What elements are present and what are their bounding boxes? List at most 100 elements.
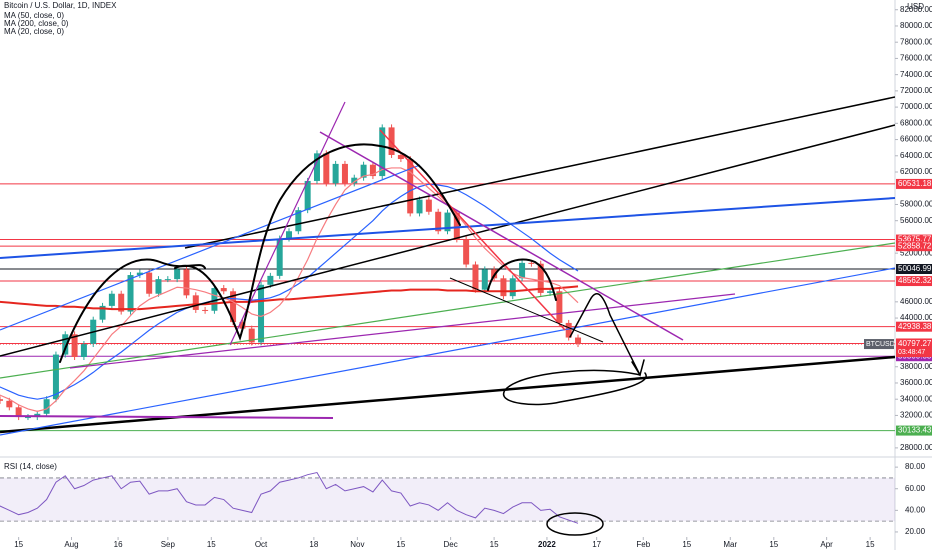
candle (108, 293, 115, 306)
candle (192, 295, 199, 310)
x-tick-label: Feb (636, 540, 650, 549)
y-tick-label: 78000.00 (900, 37, 932, 46)
level-label-box (896, 263, 932, 274)
candle (71, 334, 78, 358)
x-tick-label: Sep (161, 540, 176, 549)
candle (388, 127, 395, 155)
head-curve (174, 143, 461, 341)
candle (416, 199, 423, 214)
candle (397, 154, 404, 160)
candle (248, 328, 255, 343)
y-tick-label: 62000.00 (900, 167, 932, 176)
y-tick-label: 82000.00 (900, 5, 932, 14)
candle (509, 278, 516, 297)
shoulder-curve (487, 258, 557, 301)
candle (15, 407, 22, 418)
x-tick-label: Oct (255, 540, 268, 549)
y-tick-label: 34000.00 (900, 394, 932, 403)
candle (146, 272, 153, 294)
indicator-label: MA (50, close, 0) (4, 11, 64, 20)
hand-ellipse (502, 369, 647, 406)
candle (211, 288, 218, 311)
level-label: 50046.99 (898, 264, 932, 273)
candle (528, 262, 535, 264)
candle (267, 275, 274, 285)
level-label: 53675.77 (898, 235, 932, 244)
y-tick-label: 32000.00 (900, 411, 932, 420)
candle (313, 153, 320, 181)
x-tick-label: Apr (820, 540, 833, 549)
y-tick-label: 64000.00 (900, 151, 932, 160)
y-tick-label: 76000.00 (900, 54, 932, 63)
candle (351, 177, 358, 184)
candle (230, 291, 237, 323)
trendline (0, 197, 895, 259)
level-label: 60531.18 (898, 179, 932, 188)
candle (202, 309, 209, 311)
indicator-label: RSI (14, close) (4, 462, 57, 471)
candle (136, 272, 143, 276)
trendline (0, 267, 895, 436)
candle (62, 334, 69, 355)
x-tick-label: 15 (866, 540, 875, 549)
y-tick-label: 80000.00 (900, 21, 932, 30)
candle (127, 275, 134, 312)
trendline (0, 242, 895, 379)
y-tick-label: 44000.00 (900, 313, 932, 322)
x-tick-label: Nov (350, 540, 364, 549)
candle (435, 211, 442, 232)
trendline (319, 131, 684, 341)
candle (6, 400, 13, 408)
hand-ellipse (546, 512, 604, 536)
rsi-line (0, 471, 579, 524)
trendline (0, 355, 895, 434)
y-tick-label: 70000.00 (900, 102, 932, 111)
trendline (0, 164, 421, 331)
candle (99, 305, 106, 320)
candle (379, 127, 386, 177)
candle (0, 399, 3, 401)
level-label: 48562.32 (898, 276, 932, 285)
y-tick-label: 46000.00 (900, 297, 932, 306)
candle (332, 163, 339, 184)
candle (258, 284, 265, 343)
shoulder-curve (59, 258, 206, 363)
x-tick-label: 15 (769, 540, 778, 549)
candle (444, 212, 451, 232)
candle (472, 264, 479, 290)
candle (407, 159, 414, 214)
y-tick-label: 74000.00 (900, 70, 932, 79)
y-tick-label: 52000.00 (900, 248, 932, 257)
candle (369, 164, 376, 177)
y-tick-label: 28000.00 (900, 443, 932, 452)
candle (556, 291, 563, 323)
rsi-pane (0, 471, 895, 524)
x-tick-label: Mar (723, 540, 737, 549)
x-tick-label: 18 (309, 540, 318, 549)
candle (118, 293, 125, 312)
candle (481, 269, 488, 290)
candle (463, 239, 470, 265)
last-price-label: 40797.27 (898, 339, 932, 348)
candle (80, 344, 87, 358)
candle (286, 231, 293, 239)
candle (276, 238, 283, 276)
y-tick-label: 20.00 (905, 527, 926, 536)
x-tick-label: 17 (592, 540, 601, 549)
y-tick-label: 40.00 (905, 505, 926, 514)
symbol-box (864, 339, 894, 350)
trendline (184, 96, 895, 249)
candle (360, 164, 367, 178)
price-pane (0, 124, 895, 432)
candle (43, 399, 50, 414)
level-label-box (896, 321, 932, 332)
candle (500, 278, 507, 297)
x-tick-label: Aug (64, 540, 78, 549)
y-tick-label: 66000.00 (900, 135, 932, 144)
x-tick-label: 2022 (538, 540, 556, 549)
y-tick-label: 58000.00 (900, 200, 932, 209)
y-tick-label: 60.00 (905, 484, 926, 493)
candle (425, 199, 432, 212)
level-label: 30133.43 (898, 426, 932, 435)
